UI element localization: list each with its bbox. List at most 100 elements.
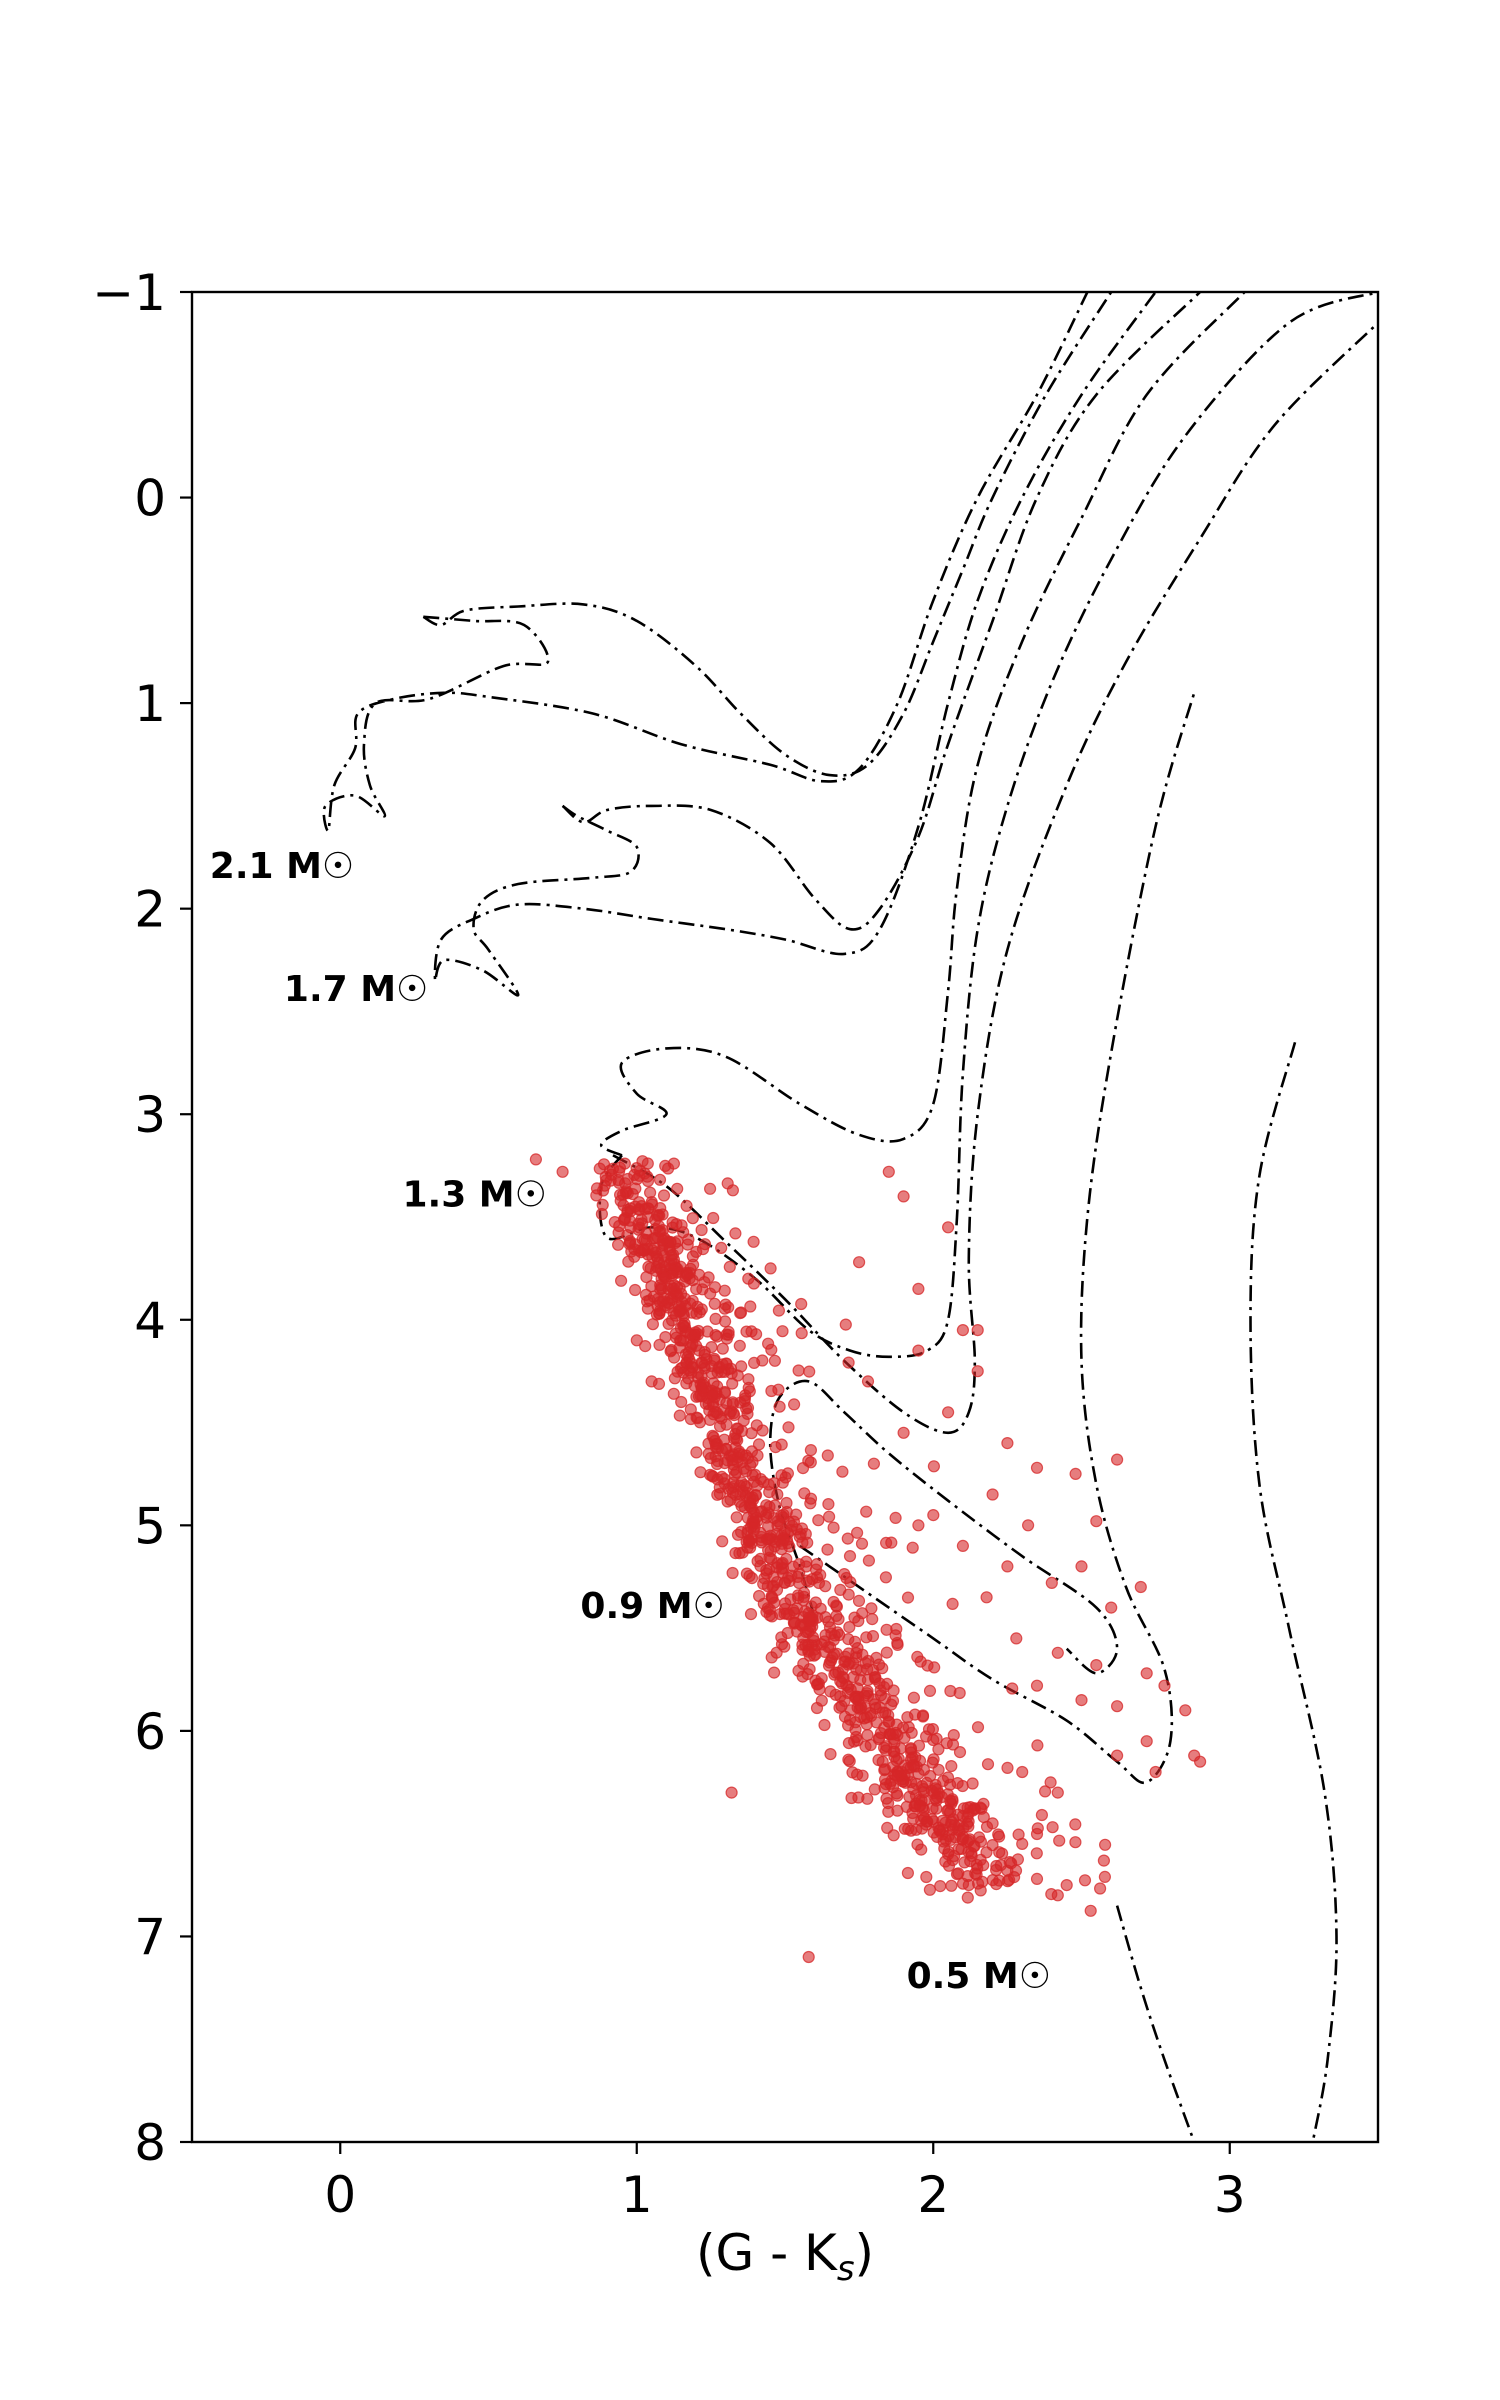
star-point [1038,1785,1052,1798]
star-point [784,1523,798,1537]
star-point [1069,1818,1082,1831]
star-point [1046,1821,1059,1834]
star-point [1010,1632,1023,1645]
star-point [927,1508,940,1522]
star-point [1158,1679,1171,1692]
star-point [782,1421,795,1434]
y-tick-label: 7 [134,1908,166,1966]
star-point [822,1659,836,1672]
star-point [880,1646,893,1659]
star-point [776,1476,789,1489]
star-point [1097,1854,1111,1867]
star-point [812,1677,826,1690]
star-point [853,1702,866,1715]
star-point [1084,1904,1097,1917]
star-point [703,1182,717,1195]
star-point [821,1449,834,1462]
star-point [912,1282,925,1296]
star-point [799,1639,812,1652]
star-point [698,1238,712,1251]
star-point [718,1433,731,1446]
star-point [765,1591,778,1604]
star-point [645,1375,658,1388]
star-point [775,1631,788,1644]
star-point [819,1610,832,1624]
star-point [639,1339,652,1353]
star-point [1110,1453,1124,1466]
star-point [878,1773,892,1786]
star-point [822,1510,836,1523]
star-point [854,1673,867,1687]
star-point [1031,1739,1044,1752]
star-point [868,1783,881,1796]
star-point [886,1781,900,1794]
star-point [879,1571,893,1584]
star-point [850,1526,864,1539]
star-point [919,1730,933,1743]
star-point [611,1238,625,1251]
star-point [657,1189,671,1202]
star-point [711,1330,724,1343]
mass-annotation: 1.7 M☉ [284,969,428,1010]
star-point [818,1718,831,1732]
star-point [742,1272,755,1285]
star-point [713,1420,727,1433]
y-tick-label: 6 [134,1703,166,1761]
x-axis-ticks: 0 1 2 3 [324,2142,1246,2224]
star-point [1105,1601,1118,1614]
star-point [731,1434,744,1447]
star-point [695,1382,709,1395]
star-point [676,1319,690,1332]
star-point [976,1875,989,1888]
star-point [1016,1837,1029,1851]
star-point [803,1365,816,1378]
star-point [641,1170,654,1183]
mass-annotation: 0.5 M☉ [907,1956,1051,1997]
star-point [917,1803,931,1817]
star-point [1098,1838,1112,1851]
star-point [1051,1889,1064,1902]
star-point [802,1950,815,1964]
star-point [690,1282,703,1296]
star-point [664,1345,677,1358]
star-point [671,1182,684,1195]
star-point [695,1223,708,1237]
star-point [623,1237,636,1251]
star-point [776,1566,789,1580]
star-point [891,1804,904,1817]
star-point [1090,1515,1103,1528]
star-points [529,1153,1207,1964]
y-tick-label: 1 [134,675,166,733]
star-point [667,1253,681,1266]
star-point [621,1172,634,1186]
star-point [1006,1682,1019,1695]
star-point [866,1612,879,1626]
star-point [797,1594,810,1607]
star-point [1030,1872,1044,1886]
star-point [804,1443,818,1457]
x-axis-label-main: (G - K [696,2224,838,2282]
plot-frame [190,290,1380,2144]
star-point [746,1469,759,1482]
star-point [726,1566,739,1580]
y-tick-label: 0 [134,470,166,528]
star-point [670,1331,683,1344]
isochrone-track-3 [433,292,1157,997]
star-point [971,1323,984,1337]
star-point [1140,1667,1153,1680]
star-point [888,1745,901,1758]
star-point [798,1487,811,1500]
star-point [865,1602,878,1615]
star-point [810,1571,824,1584]
star-point [708,1297,721,1310]
star-point [986,1488,999,1501]
star-point [726,1397,740,1411]
mass-annotations: 2.1 M☉ 1.7 M☉ 1.3 M☉ 0.9 M☉ 0.5 M☉ [210,846,1051,1997]
star-point [866,1629,880,1643]
mass-annotation: 1.3 M☉ [403,1175,547,1216]
star-point [1110,1700,1124,1713]
star-point [962,1878,975,1892]
star-point [843,1755,856,1768]
star-point [1098,1870,1112,1884]
star-point [721,1177,734,1190]
